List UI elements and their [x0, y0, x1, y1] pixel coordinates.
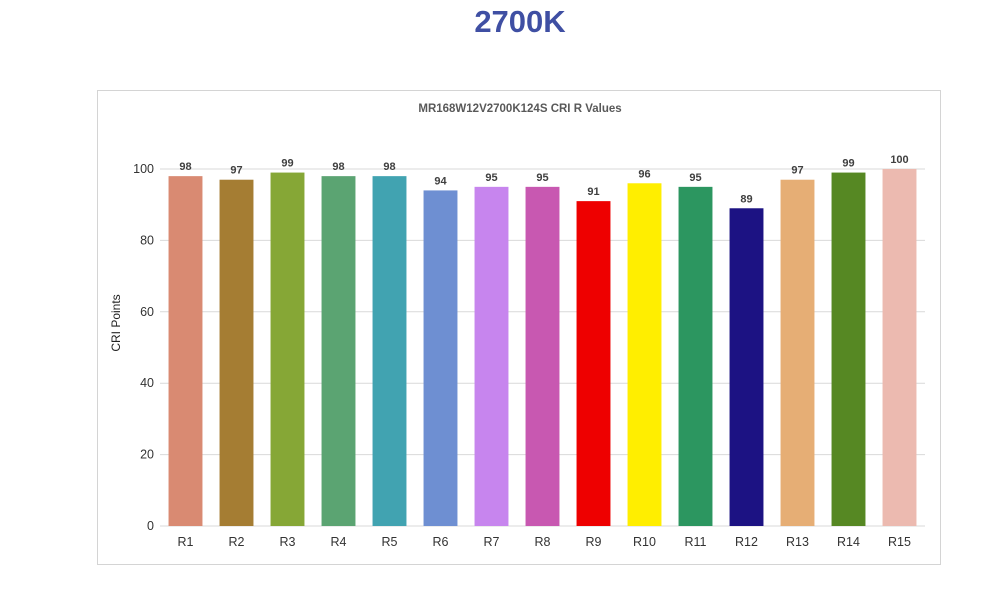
- bar-r4: [321, 176, 356, 526]
- x-tick-label-r6: R6: [433, 535, 449, 549]
- data-label-r12: 89: [740, 193, 752, 205]
- bar-r3: [270, 172, 305, 526]
- data-label-r3: 99: [281, 158, 293, 170]
- x-tick-label-r7: R7: [484, 535, 500, 549]
- data-label-r1: 98: [179, 161, 191, 173]
- bar-r10: [627, 183, 662, 526]
- x-tick-label-r4: R4: [331, 535, 347, 549]
- bar-r13: [780, 179, 815, 526]
- y-tick-label: 20: [140, 448, 154, 462]
- bar-r7: [474, 186, 509, 526]
- x-tick-label-r14: R14: [837, 535, 860, 549]
- y-axis-ticks: 0 20 40 60 80 100: [133, 162, 154, 533]
- x-tick-label-r1: R1: [178, 535, 194, 549]
- x-tick-label-r3: R3: [280, 535, 296, 549]
- data-label-r8: 95: [536, 172, 548, 184]
- data-label-r14: 99: [842, 158, 854, 170]
- cri-bar-chart: MR168W12V2700K124S CRI R Values CRI Poin…: [109, 103, 925, 549]
- x-axis-ticks: R1 R2 R3 R4 R5 R6 R7 R8 R9 R10 R11 R12 R13 R14 R15: [178, 535, 912, 549]
- y-tick-label: 80: [140, 233, 154, 247]
- bar-r8: [525, 186, 560, 526]
- data-label-r15: 100: [890, 154, 908, 166]
- data-label-r13: 97: [791, 165, 803, 177]
- x-tick-label-r5: R5: [382, 535, 398, 549]
- y-tick-label: 40: [140, 376, 154, 390]
- chart-title: MR168W12V2700K124S CRI R Values: [418, 103, 621, 115]
- page-heading: 2700K: [474, 4, 566, 39]
- data-label-r10: 96: [638, 168, 650, 180]
- y-tick-label: 0: [147, 519, 154, 533]
- bar-r9: [576, 201, 611, 526]
- x-tick-label-r2: R2: [229, 535, 245, 549]
- bar-r2: [219, 179, 254, 526]
- bar-r6: [423, 190, 458, 527]
- chart-frame: MR168W12V2700K124S CRI R Values CRI Poin…: [97, 90, 941, 565]
- x-tick-label-r9: R9: [586, 535, 602, 549]
- bar-r1: [168, 176, 203, 526]
- bar-r14: [831, 172, 866, 526]
- y-axis-title: CRI Points: [109, 294, 123, 351]
- bar-r12: [729, 208, 764, 526]
- y-tick-label: 100: [133, 162, 154, 176]
- bars: [168, 169, 917, 527]
- data-label-r4: 98: [332, 161, 344, 173]
- x-tick-label-r15: R15: [888, 535, 911, 549]
- x-tick-label-r12: R12: [735, 535, 758, 549]
- bar-r11: [678, 186, 713, 526]
- y-tick-label: 60: [140, 305, 154, 319]
- data-label-r7: 95: [485, 172, 497, 184]
- data-label-r11: 95: [689, 172, 701, 184]
- x-tick-label-r8: R8: [535, 535, 551, 549]
- data-label-r9: 91: [587, 186, 599, 198]
- x-tick-label-r13: R13: [786, 535, 809, 549]
- data-label-r2: 97: [230, 165, 242, 177]
- bar-r15: [882, 169, 917, 526]
- bar-r5: [372, 176, 407, 526]
- data-label-r5: 98: [383, 161, 395, 173]
- x-tick-label-r10: R10: [633, 535, 656, 549]
- data-labels: 98 97 99 98 98 94 95 95 91 96 95 89 97 99 100: [179, 154, 908, 205]
- data-label-r6: 94: [434, 175, 447, 187]
- x-tick-label-r11: R11: [684, 535, 706, 549]
